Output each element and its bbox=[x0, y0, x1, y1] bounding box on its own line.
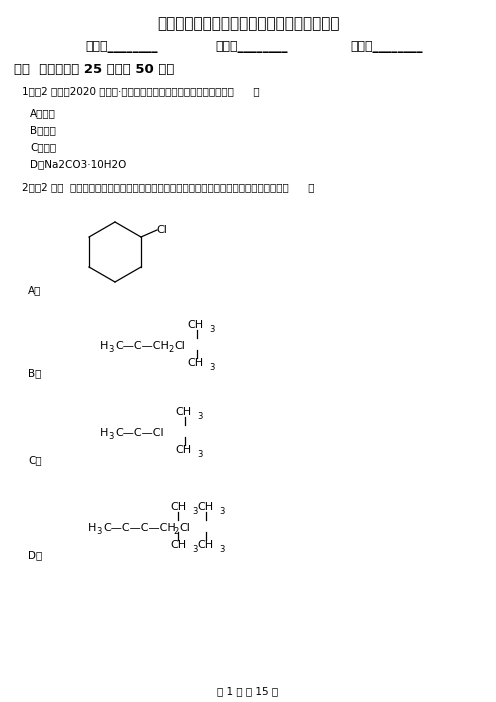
Text: 2．〔2 分〕  卤代烃的制备有多种方法，下列卤代烃不适合由相应的烃经卤代反应制得的是（      ）: 2．〔2 分〕 卤代烃的制备有多种方法，下列卤代烃不适合由相应的烃经卤代反应制得… bbox=[22, 182, 314, 192]
Text: 1．〔2 分〕（2020 高二下·淳安期中）下列物质中属于纯净物的是（      ）: 1．〔2 分〕（2020 高二下·淳安期中）下列物质中属于纯净物的是（ ） bbox=[22, 86, 259, 96]
Text: A．: A． bbox=[28, 285, 41, 295]
Text: 班级：________: 班级：________ bbox=[215, 40, 288, 53]
Text: 3: 3 bbox=[96, 527, 101, 536]
Text: C—C—CH: C—C—CH bbox=[115, 341, 169, 351]
Text: CH: CH bbox=[187, 320, 203, 330]
Text: 第 1 页 共 15 页: 第 1 页 共 15 页 bbox=[217, 686, 279, 696]
Text: H: H bbox=[100, 428, 108, 438]
Text: CH: CH bbox=[175, 407, 191, 417]
Text: C—C—Cl: C—C—Cl bbox=[115, 428, 164, 438]
Text: 3: 3 bbox=[108, 345, 114, 354]
Text: CH: CH bbox=[175, 445, 191, 455]
Text: 一、  选择题（共 25 题；共 50 分）: 一、 选择题（共 25 题；共 50 分） bbox=[14, 63, 175, 76]
Text: 姓名：________: 姓名：________ bbox=[85, 40, 158, 53]
Text: C—C—C—CH: C—C—C—CH bbox=[103, 523, 176, 533]
Text: 3: 3 bbox=[192, 545, 197, 554]
Text: Cl: Cl bbox=[179, 523, 190, 533]
Text: CH: CH bbox=[170, 502, 186, 512]
Text: 2: 2 bbox=[168, 345, 173, 354]
Text: H: H bbox=[88, 523, 96, 533]
Text: 3: 3 bbox=[197, 412, 202, 421]
Text: B．氨水: B．氨水 bbox=[30, 125, 56, 135]
Text: 3: 3 bbox=[108, 432, 114, 441]
Text: 江西省赣州市高一上学期第二次月考化学试卷: 江西省赣州市高一上学期第二次月考化学试卷 bbox=[157, 16, 339, 31]
Text: Cl: Cl bbox=[174, 341, 185, 351]
Text: 3: 3 bbox=[219, 545, 224, 554]
Text: Cl: Cl bbox=[156, 225, 167, 235]
Text: 2: 2 bbox=[173, 527, 178, 536]
Text: 3: 3 bbox=[209, 325, 214, 334]
Text: 成绩：________: 成绩：________ bbox=[350, 40, 423, 53]
Text: CH: CH bbox=[187, 358, 203, 368]
Text: H: H bbox=[100, 341, 108, 351]
Text: 3: 3 bbox=[209, 363, 214, 372]
Text: C．: C． bbox=[28, 455, 42, 465]
Text: C．石油: C．石油 bbox=[30, 142, 56, 152]
Text: CH: CH bbox=[197, 502, 213, 512]
Text: 3: 3 bbox=[192, 507, 197, 516]
Text: CH: CH bbox=[170, 540, 186, 550]
Text: 3: 3 bbox=[197, 450, 202, 459]
Text: B．: B． bbox=[28, 368, 41, 378]
Text: D．Na2CO3·10H2O: D．Na2CO3·10H2O bbox=[30, 159, 126, 169]
Text: 3: 3 bbox=[219, 507, 224, 516]
Text: CH: CH bbox=[197, 540, 213, 550]
Text: D．: D． bbox=[28, 550, 42, 560]
Text: A．碘酒: A．碘酒 bbox=[30, 108, 56, 118]
